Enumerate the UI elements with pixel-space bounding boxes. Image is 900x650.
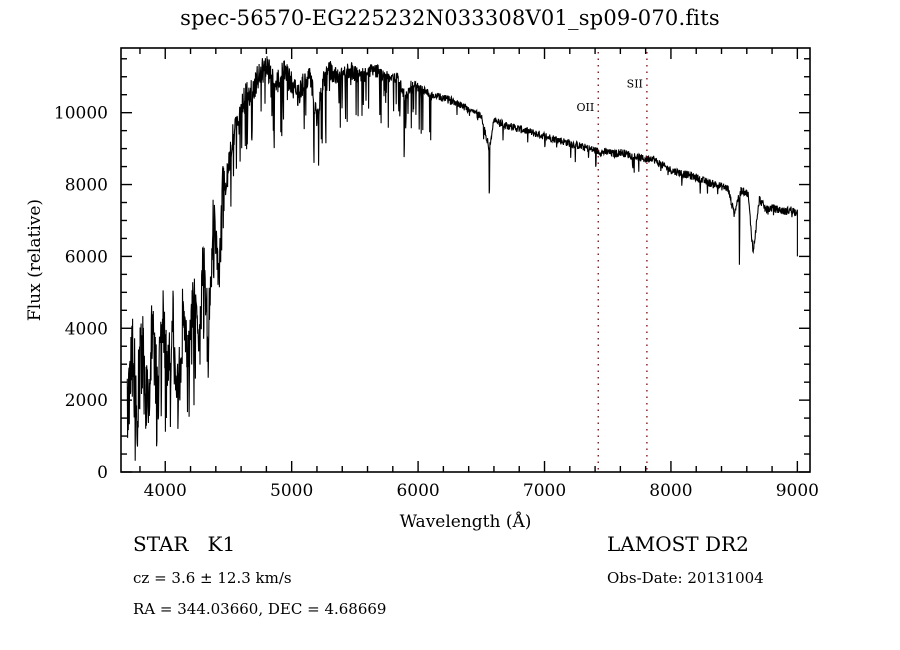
spectrum-line [126, 56, 798, 461]
y-tick-label: 10000 [54, 104, 108, 124]
radial-velocity: cz = 3.6 ± 12.3 km/s [133, 569, 292, 587]
coordinates: RA = 344.03660, DEC = 4.68669 [133, 600, 387, 618]
y-tick-label: 2000 [65, 391, 108, 411]
x-tick-label: 4000 [144, 481, 187, 501]
y-axis-label: Flux (relative) [25, 199, 45, 321]
plot-frame [120, 47, 811, 473]
object-type: STAR [133, 532, 189, 556]
line-label-sii: SII [627, 78, 643, 91]
spectral-class: K1 [207, 532, 236, 556]
object-type-and-class: STAR K1 [133, 532, 235, 556]
x-tick-label: 9000 [776, 481, 819, 501]
page-title: spec-56570-EG225232N033308V01_sp09-070.f… [180, 6, 720, 30]
x-axis-label: Wavelength (Å) [400, 511, 532, 532]
x-tick-label: 6000 [396, 481, 439, 501]
y-tick-label: 8000 [65, 176, 108, 196]
y-tick-label: 4000 [65, 319, 108, 339]
observation-date: Obs-Date: 20131004 [607, 569, 764, 587]
x-tick-label: 5000 [270, 481, 313, 501]
metadata-footer: STAR K1 cz = 3.6 ± 12.3 km/s RA = 344.03… [0, 528, 900, 650]
x-tick-label: 8000 [649, 481, 692, 501]
line-label-oii: OII [577, 101, 595, 114]
y-tick-label: 0 [97, 463, 108, 483]
x-tick-label: 7000 [523, 481, 566, 501]
y-tick-label: 6000 [65, 247, 108, 267]
survey-name: LAMOST DR2 [607, 532, 749, 556]
